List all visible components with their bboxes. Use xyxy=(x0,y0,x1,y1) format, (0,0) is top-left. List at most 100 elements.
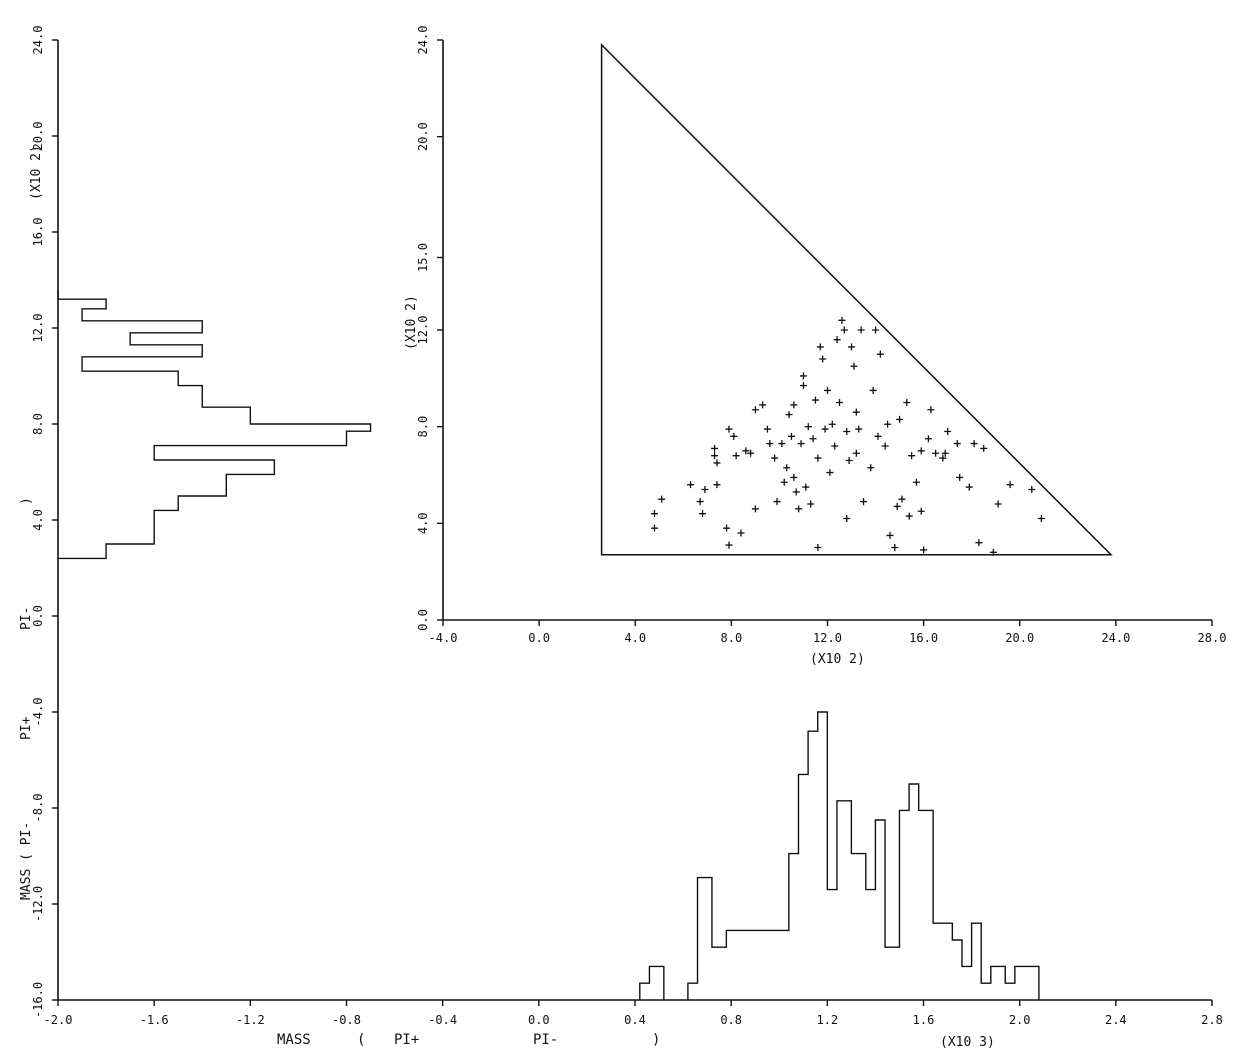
scatter-point xyxy=(912,478,920,486)
scatter-y-tick-label: 15.0 xyxy=(416,243,430,272)
left-axis-tick-label: 8.0 xyxy=(31,413,45,435)
scatter-point xyxy=(932,449,940,457)
scatter-x-tick-label: 12.0 xyxy=(813,631,842,645)
scatter-point xyxy=(869,386,877,394)
scatter-point xyxy=(821,425,829,433)
scatter-point xyxy=(804,423,812,431)
scatter-x-tick-label: 4.0 xyxy=(624,631,646,645)
dalitz-scatter-panel: 0.04.08.012.015.020.024.0-4.0 0.0 4.0 8.0 12… xyxy=(416,26,1226,645)
scatter-point xyxy=(790,401,798,409)
scatter-x-tick-label: 16.0 xyxy=(909,631,938,645)
scatter-point xyxy=(687,481,695,489)
horizontal-projection-histogram xyxy=(639,711,1040,1000)
scatter-point xyxy=(696,498,704,506)
scatter-x-tick-label: 0.0 xyxy=(528,631,550,645)
scatter-point xyxy=(811,396,819,404)
left-axis-tick-label: 12.0 xyxy=(31,314,45,343)
left-axis-tick-label: 20.0 xyxy=(31,122,45,151)
scatter-point xyxy=(939,454,947,462)
scatter-point xyxy=(747,449,755,457)
scatter-point xyxy=(795,505,803,513)
scatter-point xyxy=(903,399,911,406)
left-axis-mass-label: MASS ( PI- xyxy=(19,822,34,900)
bottom-axis-tick-label: 0.0 xyxy=(528,1013,550,1027)
scatter-point xyxy=(723,524,731,532)
scatter-x-tick-label: 8.0 xyxy=(721,631,743,645)
scatter-point xyxy=(802,483,810,491)
bottom-axis-tick-label: 2.4 xyxy=(1105,1013,1127,1027)
scatter-point xyxy=(725,541,733,549)
scatter-point xyxy=(891,544,899,551)
left-axis-tick-label: 24.0 xyxy=(31,26,45,55)
scatter-point xyxy=(807,500,815,508)
scatter-point xyxy=(751,505,759,513)
scatter-point xyxy=(833,336,841,344)
scatter-point xyxy=(956,473,964,481)
horizontal-histogram-outline xyxy=(639,965,665,1000)
scatter-point xyxy=(783,464,791,472)
scatter-point xyxy=(751,406,759,414)
scatter-point xyxy=(780,478,788,486)
scatter-point xyxy=(650,524,658,532)
bottom-axis-tick-label: 0.8 xyxy=(720,1013,742,1027)
scatter-point xyxy=(826,469,834,477)
scatter-point xyxy=(908,452,916,460)
bottom-axis-pi-minus: PI- xyxy=(533,1032,558,1048)
scatter-point xyxy=(809,435,817,443)
bottom-axis-tick-label: -1.2 xyxy=(236,1013,265,1027)
scatter-y-tick-label: 0.0 xyxy=(416,609,430,631)
scatter-point xyxy=(766,440,774,448)
scatter-y-scale-label: (X10 2) xyxy=(404,295,419,350)
scatter-point xyxy=(857,326,865,334)
scatter-y-tick-label: 24.0 xyxy=(416,26,430,55)
scatter-point xyxy=(828,420,836,428)
scatter-x-tick-label: 28.0 xyxy=(1198,631,1227,645)
scatter-point xyxy=(799,372,807,380)
scatter-point xyxy=(824,386,831,394)
scatter-point xyxy=(852,408,860,416)
scatter-point xyxy=(819,355,827,363)
scatter-point xyxy=(814,454,822,462)
bottom-axis-scale-label: (X10 3) xyxy=(940,1035,995,1050)
scatter-point xyxy=(843,428,851,435)
scatter-point xyxy=(737,529,745,537)
scatter-point xyxy=(713,459,721,467)
bottom-axis-pi-plus: PI+ xyxy=(394,1032,419,1048)
scatter-point xyxy=(884,420,892,428)
scatter-point xyxy=(658,495,666,503)
scatter-point xyxy=(701,486,709,493)
left-axis-tick-label: 16.0 xyxy=(31,218,45,247)
kinematic-boundary xyxy=(600,43,1113,556)
scatter-point xyxy=(896,415,904,423)
left-axis-pi-plus: PI+ xyxy=(19,716,34,740)
scatter-point xyxy=(845,457,853,464)
scatter-point xyxy=(831,442,839,450)
bottom-axis-close-paren: ) xyxy=(652,1032,660,1048)
horizontal-histogram-outline xyxy=(687,711,1040,1000)
scatter-point xyxy=(771,454,779,462)
scatter-point xyxy=(944,428,952,435)
scatter-point xyxy=(730,432,738,440)
scatter-point xyxy=(763,425,771,433)
scatter-point xyxy=(650,510,658,518)
left-axis-tick-label: -16.0 xyxy=(31,982,45,1018)
scatter-point xyxy=(711,452,719,460)
scatter-y-tick-label: 12.0 xyxy=(416,316,430,345)
scatter-point xyxy=(917,447,925,455)
scatter-point xyxy=(785,411,793,419)
scatter-point xyxy=(713,481,721,489)
scatter-y-tick-label: 20.0 xyxy=(416,122,430,151)
scatter-point xyxy=(778,440,786,448)
bottom-axis-mass: MASS xyxy=(277,1032,311,1048)
scatter-x-tick-label: 20.0 xyxy=(1005,631,1034,645)
bottom-axis-open-paren: ( xyxy=(357,1032,365,1048)
scatter-point xyxy=(881,442,889,450)
scatter-point xyxy=(836,399,844,406)
scatter-point xyxy=(699,510,707,518)
scatter-point xyxy=(994,500,1002,508)
scatter-point xyxy=(742,447,750,455)
scatter-point xyxy=(1037,515,1045,522)
scatter-point xyxy=(792,488,800,496)
scatter-point xyxy=(860,498,868,506)
scatter-point xyxy=(886,531,894,539)
